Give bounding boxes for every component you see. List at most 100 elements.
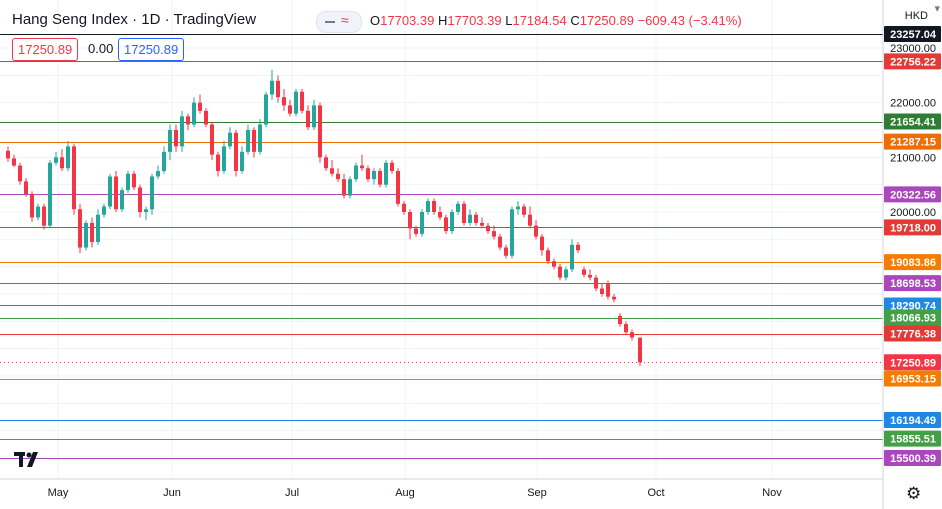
chart-title: Hang Seng Index · 1D · TradingView	[12, 11, 257, 28]
candle-body	[450, 212, 454, 232]
candle-body	[480, 222, 484, 226]
candle-body	[426, 201, 430, 212]
candle-body	[348, 179, 352, 196]
candle-body	[408, 212, 412, 229]
currency-label[interactable]: HKD	[904, 10, 928, 22]
candle-body	[6, 150, 10, 159]
candle-body	[432, 201, 436, 212]
tradingview-logo-icon[interactable]	[14, 449, 42, 476]
candle-body	[294, 91, 298, 114]
candle-body	[132, 173, 136, 188]
candles	[6, 69, 642, 366]
sell-price-box[interactable]: 17250.89	[12, 38, 79, 61]
ohlc-close-key: C	[570, 13, 580, 28]
level-price-label: 20322.56	[890, 189, 936, 201]
candle-body	[258, 124, 262, 152]
candle-body	[378, 171, 382, 185]
candle-body	[246, 130, 250, 152]
time-tick-label: May	[48, 487, 69, 499]
ohlc-change: −609.43 (−3.41%)	[637, 13, 742, 28]
indicator-pill[interactable]: ≈	[316, 11, 362, 33]
level-price-tag	[884, 219, 941, 236]
candle-body	[630, 332, 634, 338]
ohlc-readout: O17703.39 H17703.39 L17184.54 C17250.89 …	[370, 13, 742, 28]
level-price-tag	[884, 297, 941, 314]
candle-body	[366, 168, 370, 180]
chart-grid	[0, 0, 883, 479]
candle-body	[600, 288, 604, 294]
time-tick-label: Sep	[527, 487, 547, 499]
candle-body	[456, 203, 460, 212]
minus-icon	[325, 21, 335, 23]
level-price-label: 17776.38	[890, 329, 936, 341]
gear-icon[interactable]: ⚙	[906, 484, 922, 503]
candle-body	[204, 110, 208, 125]
level-price-tag	[884, 275, 941, 292]
level-price-tag	[884, 113, 941, 130]
candle-body	[12, 158, 16, 166]
candle-body	[504, 247, 508, 256]
candle-body	[438, 212, 442, 218]
candle-body	[468, 214, 472, 223]
candle-body	[300, 91, 304, 111]
candle-body	[564, 269, 568, 278]
candle-body	[18, 165, 22, 182]
level-price-label: 17250.89	[890, 357, 936, 369]
candle-body	[114, 176, 118, 210]
candle-body	[36, 206, 40, 218]
candle-body	[138, 187, 142, 212]
level-price-tag	[884, 53, 941, 70]
candle-body	[330, 168, 334, 174]
candle-body	[180, 116, 184, 147]
candle-body	[162, 151, 166, 171]
level-price-tag	[884, 254, 941, 271]
candle-body	[312, 105, 316, 128]
candle-body	[60, 157, 64, 169]
time-tick-label: Jun	[163, 487, 181, 499]
candle-body	[150, 176, 154, 210]
candle-body	[216, 154, 220, 171]
candle-body	[492, 231, 496, 237]
horizontal-levels	[0, 34, 883, 459]
candle-body	[252, 130, 256, 152]
ohlc-high-key: H	[437, 13, 448, 28]
candle-body	[516, 206, 520, 210]
candle-body	[228, 132, 232, 147]
candle-body	[96, 214, 100, 243]
price-axis-level-labels: 23257.04 22756.22 21654.41 21287.15 20322.56…	[884, 25, 941, 466]
candle-body	[30, 193, 34, 218]
price-tick-label: 23000.00	[890, 43, 936, 55]
candle-body	[570, 244, 574, 270]
ohlc-low-key: L	[505, 13, 513, 28]
time-tick-label: Nov	[762, 487, 782, 499]
candle-body	[474, 214, 478, 223]
candle-body	[360, 165, 364, 169]
level-price-tag	[884, 25, 941, 42]
candle-body	[198, 102, 202, 111]
candle-body	[72, 146, 76, 210]
price-tick-label: 20000.00	[890, 207, 936, 219]
candle-body	[192, 102, 196, 125]
ohlc-open: 17703.39	[380, 13, 435, 28]
candle-body	[318, 105, 322, 158]
level-price-tag	[884, 354, 941, 371]
candle-body	[558, 266, 562, 278]
wave-icon: ≈	[341, 12, 349, 28]
level-price-label: 16953.15	[890, 374, 936, 386]
candle-body	[336, 173, 340, 180]
candle-body	[594, 277, 598, 289]
candle-body	[638, 337, 642, 363]
time-tick-label: Oct	[647, 487, 664, 499]
price-axis-ticks: 23000.00 22000.00 21000.00 20000.00	[890, 43, 936, 219]
candle-body	[402, 203, 406, 212]
candle-body	[276, 80, 280, 98]
candle-body	[120, 190, 124, 210]
level-price-label: 22756.22	[890, 56, 936, 68]
ohlc-close: 17250.89	[579, 13, 634, 28]
buy-price-box[interactable]: 17250.89	[118, 38, 185, 61]
time-tick-label: Jul	[285, 487, 299, 499]
chevron-down-icon[interactable]: ▾	[934, 3, 940, 15]
candle-body	[282, 97, 286, 106]
candle-body	[48, 162, 52, 226]
